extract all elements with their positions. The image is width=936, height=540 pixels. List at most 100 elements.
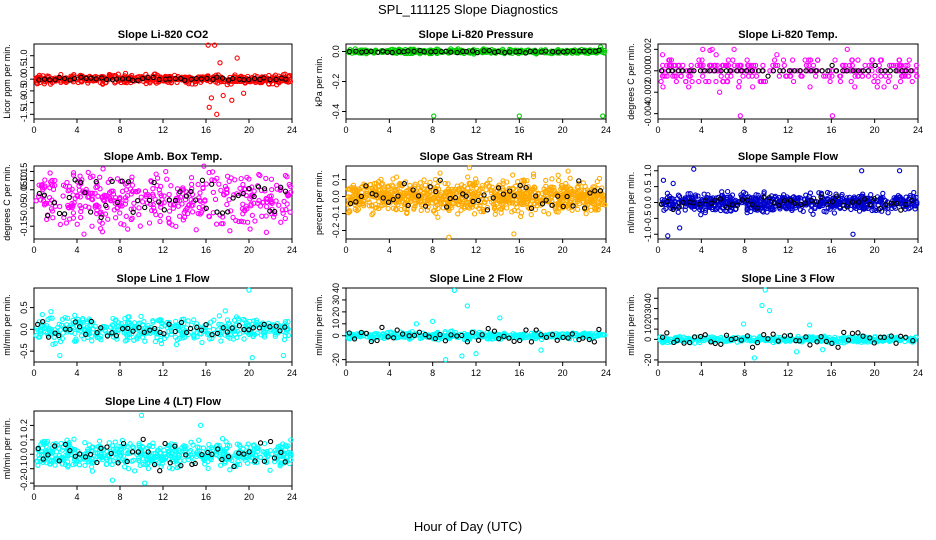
data-point <box>257 203 264 209</box>
data-point <box>66 183 73 190</box>
x-tick-label: 24 <box>601 125 611 135</box>
data-point <box>660 84 666 90</box>
data-point <box>696 78 702 85</box>
data-point <box>64 78 70 84</box>
x-tick-label: 24 <box>913 125 923 135</box>
data-point <box>697 68 704 74</box>
data-point <box>475 337 482 343</box>
data-point <box>139 199 146 205</box>
data-point <box>913 62 919 69</box>
y-tick-label: -0.5 <box>19 83 29 99</box>
data-point <box>885 210 891 216</box>
data-point <box>125 179 132 185</box>
x-tick-label: 4 <box>387 368 392 378</box>
data-point <box>504 205 510 211</box>
data-point <box>284 201 290 207</box>
data-point <box>786 68 793 74</box>
x-tick-label: 4 <box>699 245 704 255</box>
data-point <box>151 179 157 186</box>
data-point <box>827 78 833 85</box>
data-point <box>664 62 670 69</box>
data-point <box>689 78 695 85</box>
data-point <box>212 196 219 202</box>
data-point <box>720 78 727 85</box>
data-point <box>85 169 91 176</box>
data-point <box>708 62 715 69</box>
data-point <box>114 199 121 206</box>
data-point <box>683 78 689 85</box>
data-point <box>543 177 549 184</box>
data-point <box>228 208 234 214</box>
data-point <box>463 49 470 55</box>
data-point <box>543 183 549 189</box>
data-point <box>210 326 217 333</box>
data-point <box>49 208 56 214</box>
y-axis-label: degrees C per min. <box>2 164 12 241</box>
data-point <box>120 76 126 82</box>
data-point <box>93 179 99 185</box>
data-point <box>849 57 855 63</box>
data-point <box>279 207 286 213</box>
x-tick-label: 8 <box>742 368 747 378</box>
data-point <box>522 50 529 56</box>
panel-title: Slope Line 3 Flow <box>742 273 835 285</box>
data-point <box>70 170 77 176</box>
data-point <box>806 57 812 63</box>
data-point <box>675 62 681 69</box>
data-point <box>216 181 222 187</box>
data-point <box>72 312 78 318</box>
panel-4: Slope Amb. Box Temp.degrees C per min.0 4… <box>2 151 297 255</box>
data-point <box>758 78 765 85</box>
data-point <box>458 207 464 213</box>
data-point <box>77 173 83 179</box>
data-point <box>273 198 279 204</box>
y-tick-label: -0.2 <box>331 223 341 239</box>
data-point <box>93 76 99 82</box>
data-point <box>430 318 436 325</box>
data-point <box>211 42 218 48</box>
data-point <box>109 178 115 185</box>
data-point <box>189 209 196 215</box>
data-point <box>272 208 278 215</box>
data-point <box>384 49 391 55</box>
x-tick-label: 24 <box>913 368 923 378</box>
data-point <box>46 194 53 201</box>
data-point <box>287 209 293 215</box>
data-point <box>123 187 129 193</box>
data-point <box>60 193 66 199</box>
y-axis-label: degrees C per min. <box>626 43 636 120</box>
y-tick-label: -0.5 <box>643 211 653 227</box>
data-point <box>60 182 67 188</box>
data-point <box>714 62 720 69</box>
data-point <box>240 201 246 207</box>
y-tick-label: -0.002 <box>643 79 653 105</box>
data-point <box>486 47 493 54</box>
data-point <box>78 74 84 80</box>
data-point <box>114 176 121 182</box>
data-point <box>528 211 534 218</box>
data-point <box>905 73 911 79</box>
data-point <box>823 73 829 79</box>
data-point <box>225 209 231 215</box>
x-tick-label: 4 <box>74 245 79 255</box>
x-tick-label: 4 <box>387 125 392 135</box>
data-point <box>481 48 487 54</box>
data-point <box>135 188 142 194</box>
data-point <box>678 73 684 79</box>
data-point <box>691 166 697 172</box>
x-tick-label: 20 <box>244 245 254 255</box>
data-point <box>35 193 42 199</box>
panel-title: Slope Li-820 Pressure <box>419 29 534 41</box>
figure-title: SPL_111125 Slope Diagnostics <box>378 2 558 17</box>
data-point <box>240 190 246 197</box>
data-point <box>789 57 796 63</box>
data-point <box>100 166 106 172</box>
data-point <box>385 205 391 212</box>
y-tick-label: -0.1 <box>331 206 341 222</box>
data-point <box>241 219 247 225</box>
x-tick-label: 16 <box>514 125 524 135</box>
data-point <box>220 92 226 99</box>
y-tick-label: 20 <box>643 314 653 324</box>
